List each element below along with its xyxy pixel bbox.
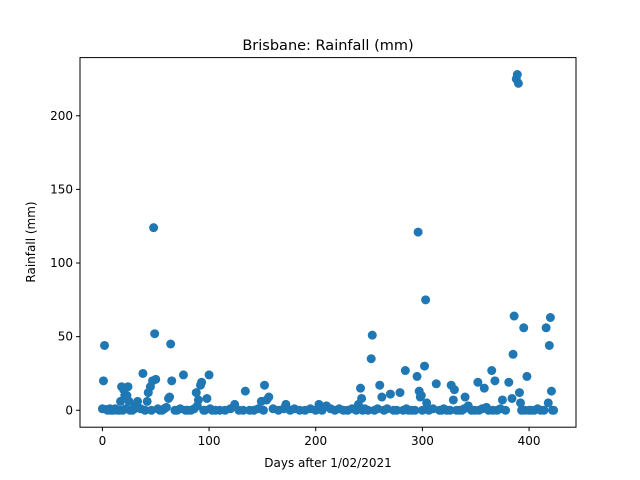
x-tick-label: 300 [411, 434, 434, 448]
y-tick-label: 50 [58, 330, 73, 344]
data-point [545, 313, 555, 322]
data-point [507, 393, 517, 403]
data-point [197, 377, 207, 387]
data-point [356, 383, 366, 393]
x-tick-label: 400 [518, 434, 541, 448]
data-point [363, 405, 373, 415]
data-point [501, 405, 511, 415]
data-point [124, 396, 134, 406]
data-point [138, 368, 148, 378]
x-tick-label: 0 [99, 434, 107, 448]
data-point [522, 371, 532, 381]
data-point [514, 388, 524, 398]
data-point [367, 330, 377, 340]
data-point [150, 329, 160, 339]
data-point [395, 388, 405, 398]
data-point [375, 380, 385, 390]
y-tick-label: 150 [50, 182, 73, 196]
data-point [512, 70, 522, 80]
data-point [541, 323, 551, 333]
data-point [204, 370, 214, 380]
data-point [142, 396, 152, 406]
data-point [508, 349, 518, 359]
data-point [504, 377, 514, 387]
data-point [392, 405, 402, 415]
data-point [193, 395, 203, 405]
data-point [98, 376, 108, 386]
data-point [151, 374, 161, 384]
plot-frame [79, 57, 577, 428]
data-point [449, 385, 459, 395]
data-point [519, 323, 529, 333]
data-point [240, 386, 250, 396]
data-point [357, 393, 367, 403]
data-point [167, 376, 177, 386]
y-axis-ticks: 0 50 100 150 200 [50, 109, 80, 417]
data-point [165, 392, 175, 402]
data-point [513, 78, 523, 88]
chart-title: Brisbane: Rainfall (mm) [242, 38, 413, 54]
data-point [260, 380, 270, 390]
data-point [100, 340, 110, 350]
data-point [487, 366, 497, 376]
data-point [479, 383, 489, 393]
data-point [410, 405, 420, 415]
data-point [473, 377, 483, 387]
y-axis-label: Rainfall (mm) [24, 201, 38, 282]
data-point [490, 376, 500, 386]
data-point [546, 386, 556, 396]
data-point [264, 392, 274, 402]
x-axis-label: Days after 1/02/2021 [264, 456, 392, 470]
data-point [385, 389, 395, 399]
data-point [191, 388, 201, 398]
data-point [238, 405, 248, 415]
data-point [422, 398, 432, 408]
data-point [366, 354, 376, 364]
data-point [413, 227, 423, 237]
data-point [377, 392, 387, 402]
data-point [431, 379, 441, 389]
data-point [421, 295, 431, 305]
data-point [516, 398, 526, 408]
data-point [509, 311, 519, 321]
x-tick-label: 100 [198, 434, 221, 448]
y-tick-label: 200 [50, 109, 73, 123]
data-point [202, 393, 212, 403]
x-axis-ticks: 0 100 200 300 400 [99, 427, 541, 448]
x-tick-label: 200 [304, 434, 327, 448]
y-tick-label: 100 [50, 256, 73, 270]
data-point [549, 405, 559, 415]
data-point [539, 405, 549, 415]
data-point [400, 366, 410, 376]
data-point [416, 391, 426, 401]
data-point [460, 392, 470, 402]
data-point [417, 405, 427, 415]
data-point [149, 223, 159, 233]
data-point [258, 405, 268, 415]
data-point [544, 340, 554, 350]
data-points [97, 70, 559, 415]
data-point [161, 402, 171, 412]
data-point [445, 405, 455, 415]
data-point [166, 339, 176, 349]
y-tick-label: 0 [65, 403, 73, 417]
data-point [543, 398, 553, 408]
data-point [123, 382, 133, 392]
data-point [140, 405, 150, 415]
data-point [412, 371, 422, 381]
data-point [448, 395, 458, 405]
data-point [420, 361, 430, 371]
data-point [178, 370, 188, 380]
data-point [497, 395, 507, 405]
data-point [133, 396, 143, 406]
